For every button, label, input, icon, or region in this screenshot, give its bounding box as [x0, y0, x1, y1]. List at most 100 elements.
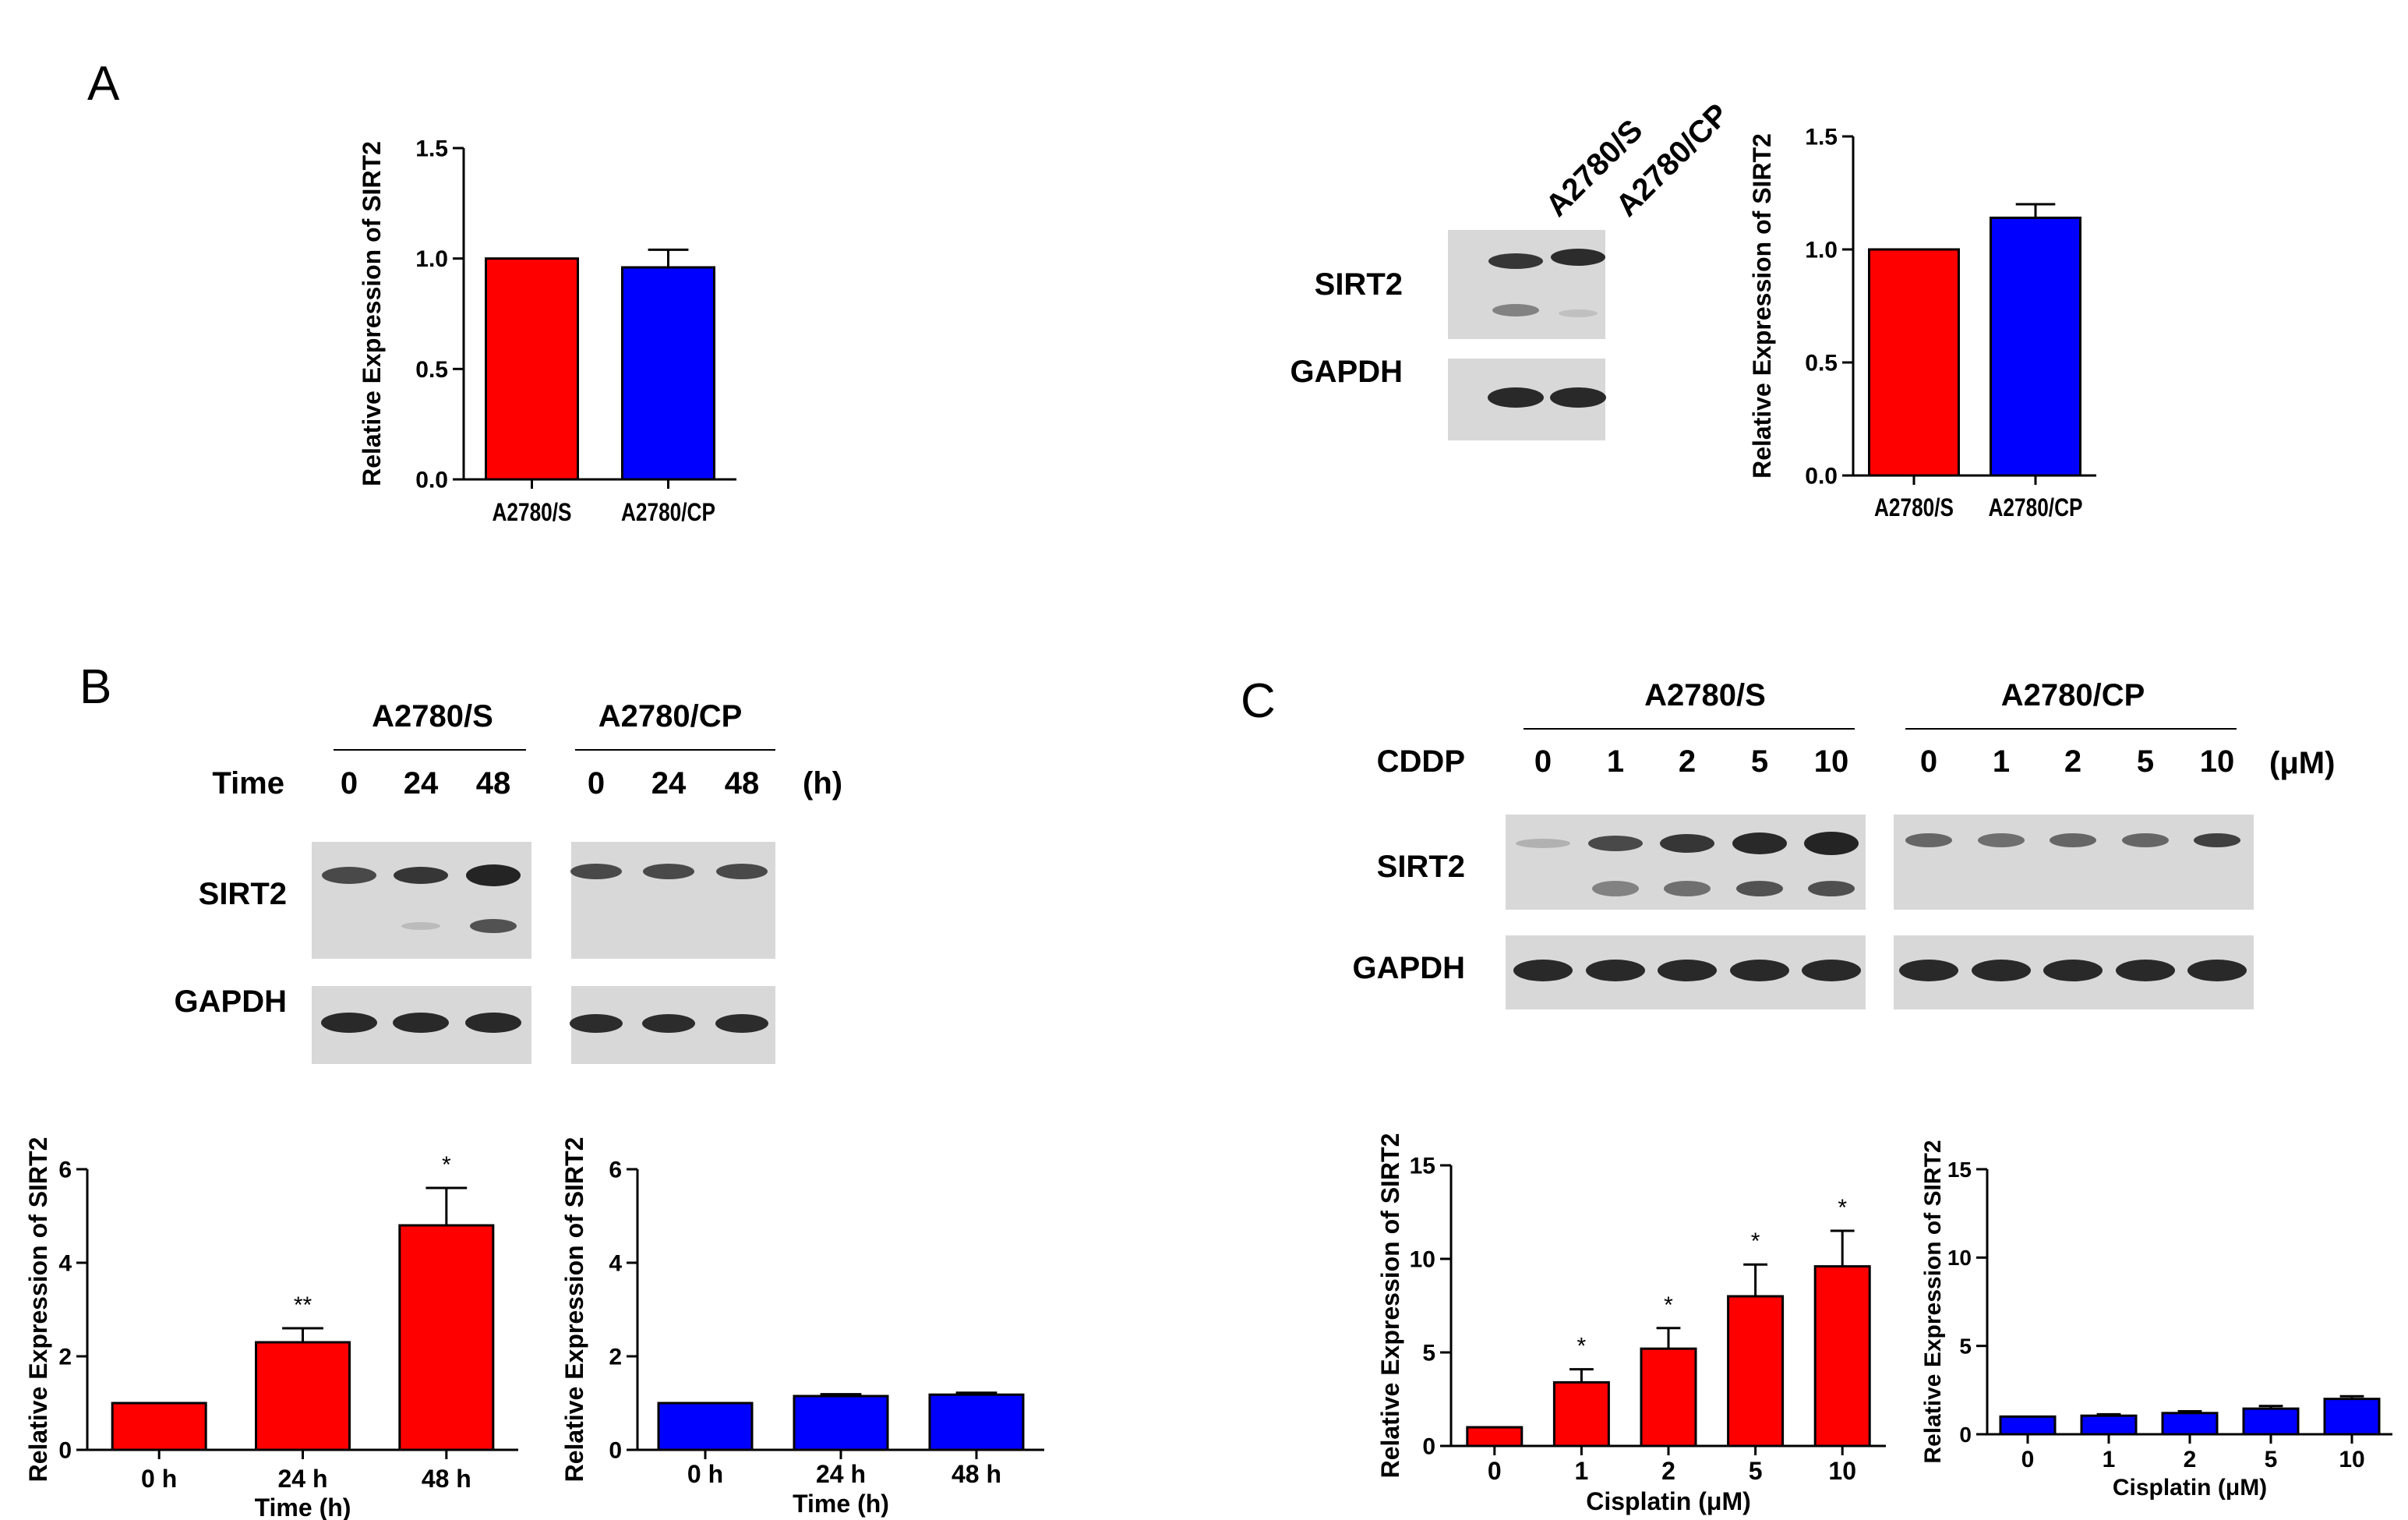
x-tick-label: 0 h: [141, 1465, 177, 1493]
y-tick-label: 1.0: [415, 246, 448, 272]
y-tick-label: 0: [1422, 1434, 1435, 1460]
y-tick-label: 1.5: [1805, 125, 1838, 150]
row-label-sirt2: SIRT2: [199, 877, 287, 911]
y-tick-label: 5: [1422, 1341, 1435, 1366]
bar: [1466, 1426, 1524, 1448]
lane-label: 1: [1607, 744, 1624, 779]
y-axis-label: Relative Expression of SIRT2: [560, 1137, 588, 1483]
lane-label: 2: [1679, 744, 1696, 779]
y-tick-label: 10: [1410, 1247, 1435, 1273]
time-label: Time: [212, 766, 284, 801]
x-tick-label: A2780/CP: [1988, 495, 2082, 522]
protein-band: [570, 1014, 623, 1033]
protein-band: [322, 867, 376, 884]
protein-band: [1513, 960, 1573, 981]
bar: [1990, 216, 2081, 477]
protein-band: [2187, 960, 2247, 981]
protein-band: [1592, 881, 1639, 896]
protein-band: [470, 919, 517, 933]
x-tick-label: 10: [2339, 1447, 2364, 1472]
y-tick-label: 6: [609, 1158, 622, 1183]
lane-label: 0: [588, 766, 605, 801]
protein-band: [2194, 833, 2240, 847]
y-tick-label: 0.0: [1805, 464, 1838, 490]
lane-label: 5: [2137, 744, 2154, 779]
western-blot-b: A2780/S A2780/CP Time 0 24 48 0 24 48 (h) SIRT2 GAP…: [175, 699, 842, 1064]
y-tick-label: 1.5: [415, 136, 448, 162]
protein-band: [1658, 960, 1717, 981]
bar: [2161, 1412, 2219, 1436]
bar: [111, 1402, 207, 1451]
unit-label: (h): [803, 766, 842, 801]
protein-band: [321, 1013, 377, 1033]
panel-letter-c: C: [1241, 674, 1276, 728]
protein-band: [1664, 881, 1711, 896]
protein-band: [1730, 960, 1789, 981]
row-label-gapdh: GAPDH: [1353, 951, 1465, 985]
y-tick-label: 4: [609, 1251, 622, 1277]
x-axis-label: Time (h): [793, 1490, 889, 1518]
protein-band: [1736, 881, 1783, 896]
bar: [1552, 1380, 1610, 1448]
protein-band: [1972, 960, 2031, 981]
chart-a-protein: 0.0 0.5 1.0 1.5 Relative Expression of SIRT2…: [1748, 125, 2096, 522]
row-label-gapdh: GAPDH: [175, 984, 287, 1019]
protein-band: [643, 864, 694, 879]
bar: [1640, 1347, 1697, 1448]
protein-band: [1978, 833, 2025, 847]
protein-band: [1488, 387, 1544, 408]
bar: [928, 1393, 1025, 1451]
lane-label: A2780/CP: [1609, 97, 1735, 224]
protein-band: [1551, 249, 1605, 266]
group-label-sensitive: A2780/S: [372, 699, 493, 733]
bar: [398, 1224, 495, 1451]
y-tick-label: 0: [1959, 1423, 1972, 1447]
dose-label: CDDP: [1377, 744, 1465, 779]
lane-label: 24: [651, 766, 687, 801]
bar: [485, 257, 579, 481]
lane-label: 10: [1814, 744, 1849, 779]
y-axis-label: Relative Expression of SIRT2: [1376, 1133, 1404, 1479]
x-axis-label: Cisplatin (μM): [2113, 1475, 2267, 1501]
lane-label: 2: [2064, 744, 2081, 779]
x-tick-label: 0 h: [687, 1460, 723, 1488]
y-axis-label: Relative Expression of SIRT2: [358, 141, 386, 486]
protein-band: [715, 1014, 768, 1033]
bar: [2242, 1407, 2300, 1436]
protein-band: [642, 1014, 695, 1033]
x-tick-label: 1: [1575, 1457, 1589, 1485]
lane-label: 0: [1920, 744, 1937, 779]
protein-band: [2043, 960, 2103, 981]
significance-label: **: [294, 1292, 312, 1318]
significance-label: *: [1664, 1292, 1673, 1318]
x-tick-label: 1: [2103, 1447, 2116, 1472]
chart-a-mrna: 0.0 0.5 1.0 1.5 Relative Expression of SIRT2…: [358, 136, 736, 527]
x-tick-label: 48 h: [422, 1465, 471, 1493]
y-tick-label: 1.0: [1805, 238, 1838, 263]
row-label-sirt2: SIRT2: [1377, 850, 1465, 884]
bar: [621, 266, 715, 481]
bar: [2323, 1398, 2381, 1436]
blot-membrane: [1448, 230, 1605, 339]
lane-label: 24: [404, 766, 439, 801]
y-tick-label: 15: [1947, 1158, 1972, 1182]
panel-letter-a: A: [87, 57, 120, 111]
y-tick-label: 15: [1410, 1154, 1435, 1179]
lane-label: 5: [1751, 744, 1768, 779]
panel-letter-b: B: [79, 660, 111, 714]
protein-band: [1802, 960, 1861, 981]
protein-band: [1804, 832, 1859, 855]
bar: [255, 1341, 351, 1451]
x-tick-label: 24 h: [816, 1460, 866, 1488]
x-tick-label: 48 h: [952, 1460, 1001, 1488]
y-tick-label: 2: [609, 1345, 622, 1370]
blot-membrane: [571, 842, 775, 959]
y-tick-label: 0.5: [415, 357, 448, 383]
significance-label: *: [1577, 1334, 1587, 1359]
row-label-sirt2: SIRT2: [1315, 267, 1403, 302]
protein-band: [1732, 832, 1787, 854]
protein-band: [1899, 960, 1958, 981]
